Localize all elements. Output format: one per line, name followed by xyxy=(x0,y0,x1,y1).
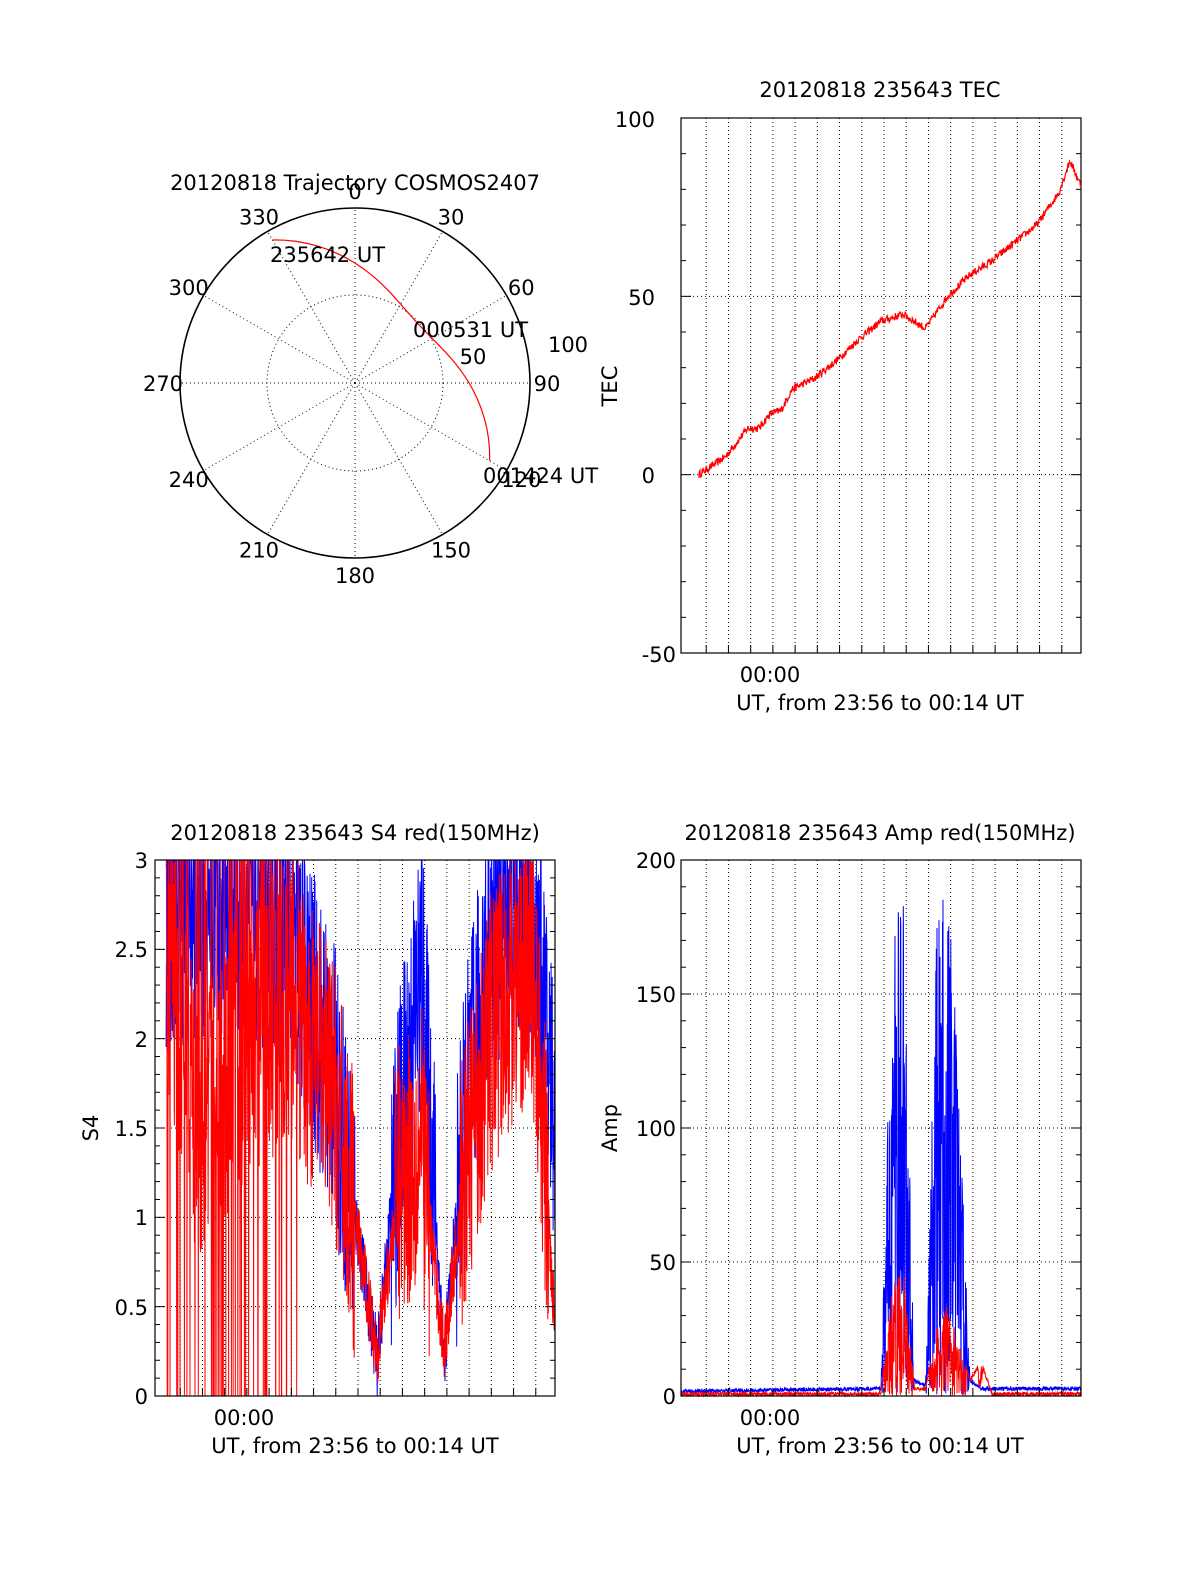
s4-chart: 20120818 235643 S4 red(150MHz) 0 0.5 1 1… xyxy=(79,821,556,1458)
polar-radial-label-50: 50 xyxy=(460,345,487,369)
tec-ytick-minus50: -50 xyxy=(642,643,676,667)
track-end-annotation: 001424 UT xyxy=(483,464,598,488)
tec-ytick-50: 50 xyxy=(628,286,655,310)
polar-azimuth-label-270: 270 xyxy=(143,372,183,396)
s4-ytick-2-5: 2.5 xyxy=(115,938,148,962)
amp-series xyxy=(680,899,1082,1398)
polar-spoke-300 xyxy=(203,295,356,384)
amp-ytick-150: 150 xyxy=(636,983,676,1007)
polar-azimuth-label-0: 0 xyxy=(348,180,361,204)
amp-ylabel: Amp xyxy=(598,1104,622,1152)
tec-title: 20120818 235643 TEC xyxy=(759,78,1000,102)
polar-azimuth-label-300: 300 xyxy=(169,276,209,300)
polar-azimuth-label-150: 150 xyxy=(431,538,471,562)
tec-ytick-100: 100 xyxy=(615,108,655,132)
amp-ytick-100: 100 xyxy=(636,1117,676,1141)
tec-ylabel: TEC xyxy=(598,366,622,408)
polar-spoke-120 xyxy=(354,382,507,471)
s4-xlabel: UT, from 23:56 to 00:14 UT xyxy=(211,1434,499,1458)
tec-xlabel: UT, from 23:56 to 00:14 UT xyxy=(736,691,1024,715)
polar-azimuth-label-90: 90 xyxy=(534,372,561,396)
amp-title: 20120818 235643 Amp red(150MHz) xyxy=(684,821,1075,845)
tec-ytick-0: 0 xyxy=(642,464,655,488)
polar-azimuth-label-120: 120 xyxy=(501,468,541,492)
trajectory-track xyxy=(272,239,491,461)
amp-axis-ticks xyxy=(681,859,1081,1397)
amp-ytick-50: 50 xyxy=(649,1251,676,1275)
polar-spoke-240 xyxy=(203,382,356,471)
polar-azimuth-label-60: 60 xyxy=(508,276,535,300)
amp-series-red-line xyxy=(680,1276,1082,1398)
amp-series-blue-line xyxy=(680,899,1082,1395)
polar-azimuth-label-240: 240 xyxy=(169,468,209,492)
s4-axis-ticks xyxy=(155,859,555,1397)
polar-spoke-150 xyxy=(354,382,443,535)
amp-xtick-0000: 00:00 xyxy=(740,1406,801,1430)
polar-azimuth-label-210: 210 xyxy=(239,538,279,562)
s4-title: 20120818 235643 S4 red(150MHz) xyxy=(170,821,540,845)
s4-ylabel: S4 xyxy=(79,1115,103,1142)
amp-chart: 20120818 235643 Amp red(150MHz) 0 50 100… xyxy=(598,821,1082,1458)
tec-plot-frame xyxy=(680,117,1082,654)
polar-title: 20120818 Trajectory COSMOS2407 xyxy=(170,171,540,195)
tec-axis-ticks xyxy=(681,117,1081,654)
s4-ytick-1-5: 1.5 xyxy=(115,1117,148,1141)
amp-ytick-0: 0 xyxy=(663,1385,676,1409)
polar-outer-circle xyxy=(179,207,531,559)
amp-grid xyxy=(681,860,1081,1396)
polar-azimuth-label-330: 330 xyxy=(239,206,279,230)
polar-azimuth-label-180: 180 xyxy=(335,564,375,588)
tec-grid xyxy=(681,118,1081,653)
s4-ytick-3: 3 xyxy=(135,849,148,873)
polar-radial-label-100: 100 xyxy=(548,333,588,357)
polar-plot: 20120818 Trajectory COSMOS2407 0 30 60 90 12… xyxy=(143,171,598,588)
track-mid-annotation: 000531 UT xyxy=(413,318,528,342)
s4-series xyxy=(165,859,556,1397)
amp-ytick-200: 200 xyxy=(636,849,676,873)
s4-ytick-1: 1 xyxy=(135,1206,148,1230)
tec-chart: 20120818 235643 TEC 100 50 0 -50 TEC 00:… xyxy=(598,78,1082,715)
track-start-annotation: 235642 UT xyxy=(270,243,385,267)
polar-azimuth-label-30: 30 xyxy=(438,206,465,230)
s4-xtick-0000: 00:00 xyxy=(214,1406,275,1430)
s4-series-red-line xyxy=(165,859,556,1397)
s4-ytick-0-5: 0.5 xyxy=(115,1296,148,1320)
tec-xtick-0000: 00:00 xyxy=(740,663,801,687)
amp-xlabel: UT, from 23:56 to 00:14 UT xyxy=(736,1434,1024,1458)
tec-series-line xyxy=(698,159,1082,479)
polar-azimuth-labels: 0 30 60 90 120 150 180 210 240 270 300 330 xyxy=(143,180,560,588)
s4-ytick-0: 0 xyxy=(135,1385,148,1409)
s4-ytick-2: 2 xyxy=(135,1028,148,1052)
